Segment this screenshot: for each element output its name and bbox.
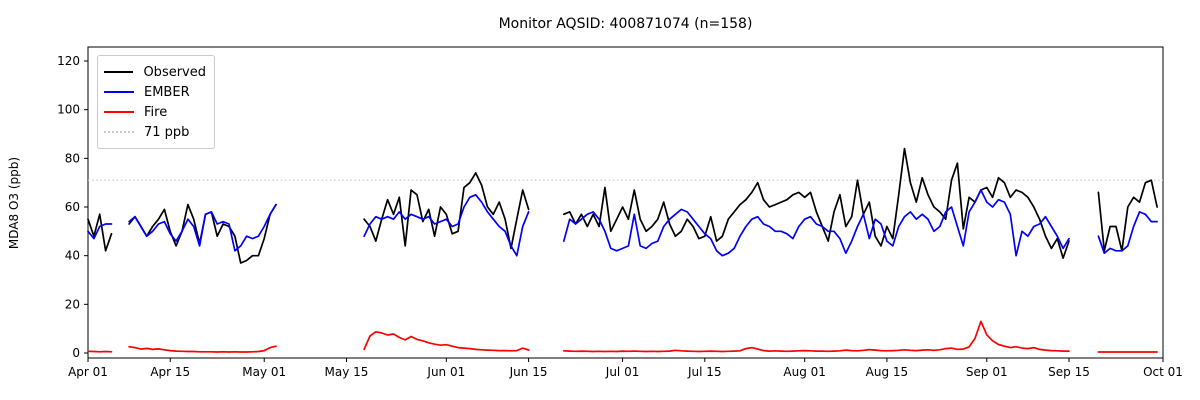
y-axis-label: MDA8 O3 (ppb) (7, 156, 21, 250)
y-tick-label: 40 (65, 249, 80, 263)
chart-title: Monitor AQSID: 400871074 (n=158) (498, 16, 753, 32)
legend-item-71-ppb: 71 ppb (104, 122, 206, 142)
x-tick-label: Sep 01 (966, 365, 1008, 379)
legend-label: EMBER (144, 84, 190, 100)
y-tick-label: 20 (65, 297, 80, 311)
legend-label: Fire (144, 104, 168, 120)
x-tick-label: Sep 15 (1048, 365, 1090, 379)
x-tick-label: May 01 (242, 365, 286, 379)
plot-frame (87, 46, 1164, 359)
x-tick-label: Jul 15 (687, 365, 722, 379)
legend-label: 71 ppb (144, 124, 190, 140)
y-tick-label: 0 (72, 346, 80, 360)
x-tick-label: Apr 01 (68, 365, 108, 379)
legend-item-observed: Observed (104, 62, 206, 82)
x-tick-label: Apr 15 (150, 365, 190, 379)
y-tick-label: 80 (65, 151, 80, 165)
x-tick-label: Jul 01 (605, 365, 640, 379)
legend-swatch-fire (104, 111, 134, 113)
series-line-ember (87, 189, 1158, 257)
x-tick-label: May 15 (325, 365, 369, 379)
x-tick-label: Oct 01 (1143, 365, 1183, 379)
legend-swatch-observed (104, 71, 134, 73)
legend-item-fire: Fire (104, 102, 206, 122)
y-tick-label: 60 (65, 200, 80, 214)
x-tick-label: Jun 01 (426, 365, 465, 379)
y-tick-label: 120 (57, 54, 80, 68)
x-tick-label: Aug 01 (783, 365, 826, 379)
series-line-fire (87, 320, 1158, 353)
x-tick-label: Jun 15 (509, 365, 548, 379)
x-tick-label: Aug 15 (866, 365, 909, 379)
legend: Observed EMBER Fire 71 ppb (97, 55, 215, 149)
legend-label: Observed (143, 64, 206, 80)
y-tick-label: 100 (57, 103, 80, 117)
legend-swatch-71-ppb (104, 131, 134, 133)
legend-item-ember: EMBER (104, 82, 206, 102)
legend-swatch-ember (104, 91, 134, 93)
